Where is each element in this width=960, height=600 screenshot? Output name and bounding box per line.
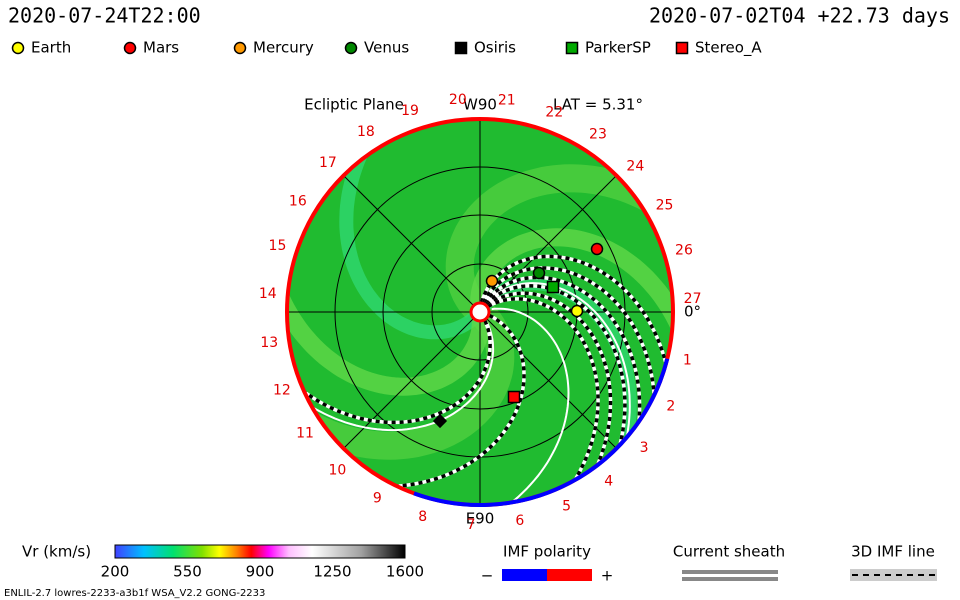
body-marker [532,266,546,280]
day-label: 18 [357,124,375,140]
body-marker [570,304,584,318]
day-label: 25 [656,198,674,214]
legend-marker [675,41,689,55]
colorbar-tick-label: 200 [101,563,130,581]
day-label: 5 [562,499,571,515]
day-label: 12 [273,382,291,398]
body-marker [546,280,560,294]
legend-marker [454,41,468,55]
body-marker [432,413,448,429]
current-sheath [491,307,570,505]
legend-label: Mars [143,39,179,57]
speed-band [287,159,490,396]
run-label: 2020-07-02T04 +22.73 days [649,4,950,28]
day-label: 13 [260,335,278,351]
day-label: 17 [319,155,337,171]
polarity-ring-negative [413,358,670,507]
day-label: 9 [373,491,382,507]
day-label: 4 [604,474,613,490]
legend-label: ParkerSP [585,39,651,57]
time-label: 2020-07-24T22:00 [8,4,201,28]
imf-title: IMF polarity [503,543,591,561]
field-line [384,313,526,489]
day-label: 1 [683,353,692,369]
current-sheath [486,282,631,448]
day-label: 15 [269,238,287,254]
field-line [480,254,671,376]
w90-label: W90 [463,96,497,114]
day-label: 6 [515,513,524,529]
day-label: 10 [329,462,347,478]
field-line [481,266,657,408]
field-line [483,275,642,434]
day-label: 22 [545,104,563,120]
colorbar [114,544,406,559]
imf-minus: − [481,567,494,585]
day-label: 21 [498,93,516,109]
colorbar-title: Vr (km/s) [22,543,91,561]
colorbar-ticks: 200 550 900 1250 1600 [101,563,424,581]
field-line [486,291,613,478]
zero-label: 0° [684,303,701,321]
current-sheath [302,321,495,432]
colorbar-tick-label: 900 [246,563,275,581]
legend-marker [344,41,358,55]
field-line [487,297,600,492]
legend-label: Stereo_A [695,39,762,58]
legend-marker [565,41,579,55]
legend-label: Venus [364,39,409,57]
day-label: 14 [259,286,277,302]
imf-lines [293,254,671,505]
field-line [293,320,492,425]
day-label: 11 [296,426,314,442]
colorbar-tick-label: 1600 [386,563,424,581]
lat-label: LAT = 5.31° [553,96,643,114]
legend-marker [123,41,137,55]
day-label: 7 [467,517,476,533]
day-label: 20 [449,92,467,108]
speed-band [445,164,673,319]
body-marker [590,242,604,256]
speed-band [339,119,482,340]
line3d-swatch-bg [850,569,937,581]
legend-marker [233,41,247,55]
body-marker [485,274,499,288]
legend-label: Earth [31,39,71,57]
colorbar-tick-label: 1250 [313,563,351,581]
day-label: 24 [626,158,644,174]
body-marker [507,390,521,404]
day-label: 16 [289,194,307,210]
day-label: 3 [640,440,649,456]
field-line [484,284,627,458]
imf-negative [502,569,547,581]
bodies [432,242,604,429]
day-label: 27 [684,291,702,307]
polar-plot: Ecliptic Plane W90 LAT = 5.31° E90 0° 12… [259,92,702,533]
sheath-title: Current sheath [673,543,785,561]
day-label: 8 [418,509,427,525]
day-label: 23 [589,127,607,143]
day-label: 2 [666,399,675,415]
legend-label: Mercury [253,39,314,57]
footer: ENLIL-2.7 lowres-2233-a3b1f WSA_V2.2 GON… [4,588,265,599]
day-label: 19 [401,103,419,119]
plane-label: Ecliptic Plane [304,96,404,114]
sun [469,301,491,323]
day-label: 26 [675,243,693,259]
legend-label: Osiris [474,39,516,57]
legend: Earth Mars Mercury Venus Osiris ParkerSP Stere… [11,39,762,58]
legend-marker [11,41,25,55]
speed-band [287,305,515,460]
line3d-title: 3D IMF line [851,543,935,561]
colorbar-tick-label: 550 [173,563,202,581]
imf-plus: + [601,567,614,585]
e90-label: E90 [466,510,495,528]
imf-positive [547,569,592,581]
